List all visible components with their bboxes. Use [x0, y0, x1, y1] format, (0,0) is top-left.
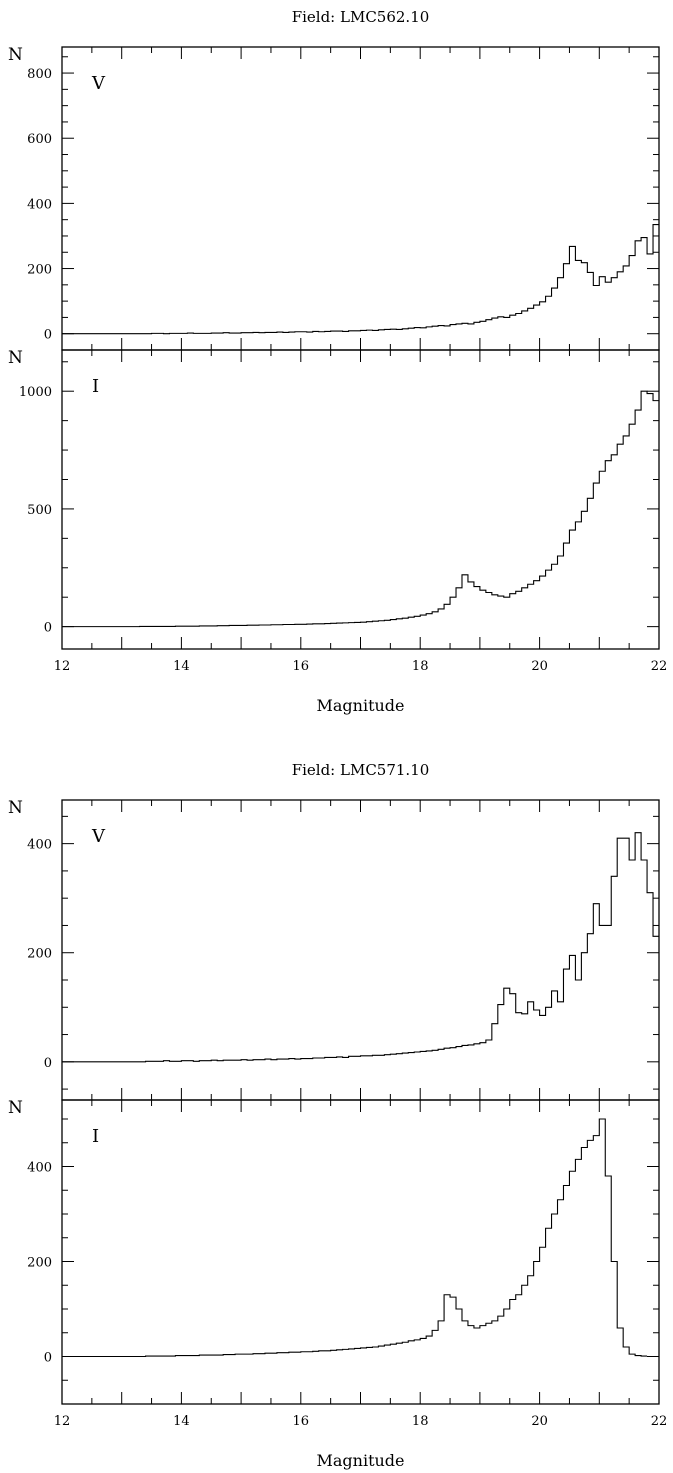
- band-label: I: [92, 376, 99, 397]
- x-axis-label: Magnitude: [316, 1451, 404, 1470]
- y-axis-label: N: [8, 348, 23, 368]
- y-axis-label: N: [8, 1098, 23, 1118]
- plot-frame: [61, 349, 660, 650]
- panel-v: 0 200 400 N V: [8, 798, 660, 1101]
- band-label: V: [91, 826, 106, 847]
- histogram-series-v: [62, 224, 659, 335]
- chart-title: Field: LMC562.10: [292, 8, 430, 26]
- x-tick-label: 18: [412, 1414, 429, 1429]
- y-tick-label: 1000: [19, 385, 52, 400]
- plot-frame: [61, 46, 660, 351]
- y-tick-label: 0: [44, 1056, 52, 1071]
- histogram-series-i: [62, 390, 659, 628]
- x-tick-label: 18: [412, 659, 429, 674]
- y-tick-label: 400: [27, 197, 52, 212]
- y-tick-label: 200: [27, 1256, 52, 1271]
- y-axis-label: N: [8, 45, 23, 65]
- plot-frame: [61, 799, 660, 1101]
- y-tick-label: 400: [27, 838, 52, 853]
- y-tick-label: 0: [44, 1351, 52, 1366]
- figure-lmc562: Field: LMC562.10 0 200 400 600 800 N V 0 500 1000 N…: [8, 8, 667, 715]
- x-tick-label: 12: [54, 1414, 71, 1429]
- plot-frame: [61, 1099, 660, 1405]
- x-tick-label: 14: [173, 659, 190, 674]
- x-tick-label: 20: [531, 659, 548, 674]
- x-axis-label: Magnitude: [316, 696, 404, 715]
- y-tick-label: 600: [27, 132, 52, 147]
- y-tick-label: 0: [44, 328, 52, 343]
- panel-i: 0 500 1000 N I: [8, 348, 660, 650]
- band-label: I: [92, 1126, 99, 1147]
- chart-title: Field: LMC571.10: [292, 761, 430, 779]
- histogram-series-i: [62, 1118, 648, 1358]
- histogram-series-v: [62, 832, 659, 1063]
- y-tick-label: 200: [27, 263, 52, 278]
- y-axis-label: N: [8, 798, 23, 818]
- y-tick-label: 500: [27, 503, 52, 518]
- panel-v: 0 200 400 600 800 N V: [8, 45, 660, 351]
- figure-lmc571: Field: LMC571.10 0 200 400 N V 0 200 400 N I 12 14 16…: [8, 761, 667, 1470]
- x-tick-label: 16: [293, 1414, 310, 1429]
- y-tick-label: 800: [27, 67, 52, 82]
- x-tick-label: 14: [173, 1414, 190, 1429]
- x-tick-label: 12: [54, 659, 71, 674]
- x-tick-label: 22: [651, 659, 668, 674]
- y-tick-label: 200: [27, 947, 52, 962]
- y-tick-label: 400: [27, 1161, 52, 1176]
- y-tick-label: 0: [44, 621, 52, 636]
- x-tick-label: 20: [531, 1414, 548, 1429]
- x-tick-label: 16: [293, 659, 310, 674]
- panel-i: 0 200 400 N I: [8, 1098, 660, 1405]
- x-tick-label: 22: [651, 1414, 668, 1429]
- band-label: V: [91, 73, 106, 94]
